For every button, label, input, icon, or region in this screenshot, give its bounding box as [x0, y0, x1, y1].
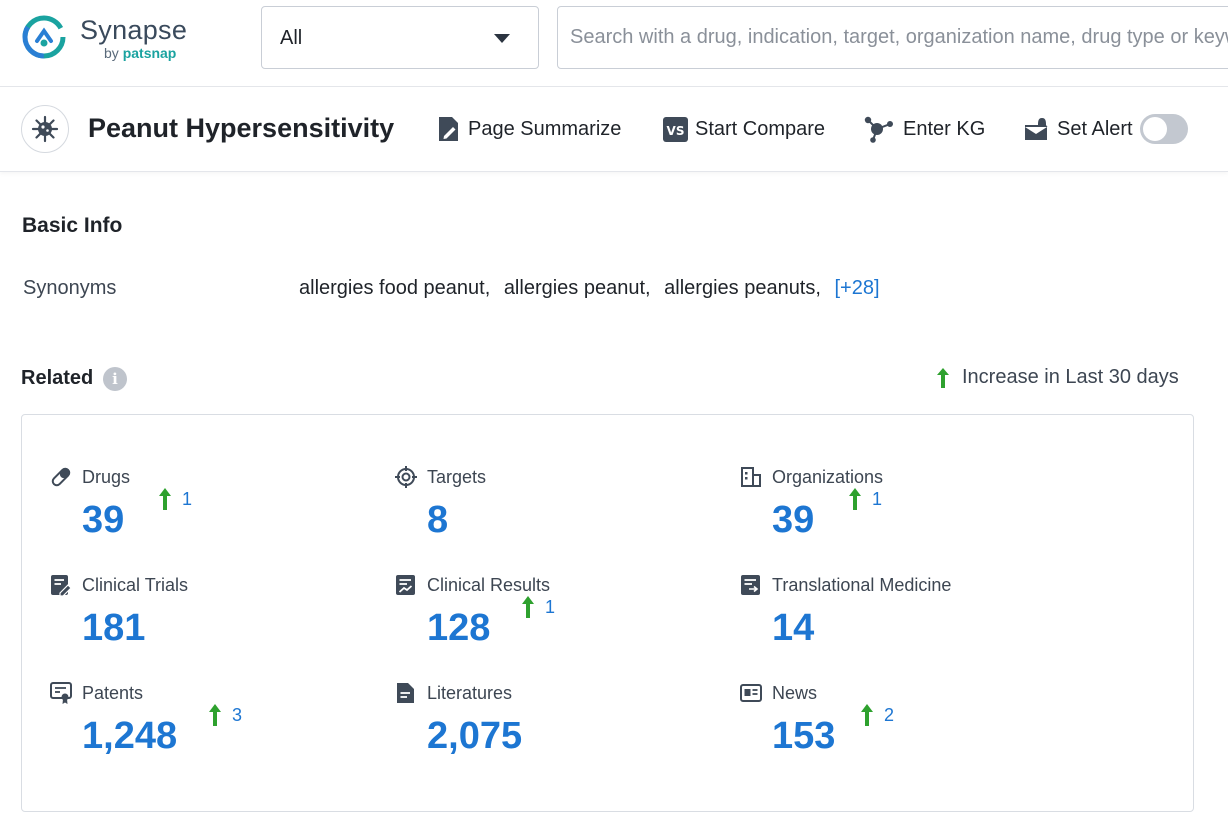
synonyms-label: Synonyms [23, 277, 116, 300]
stat-patents: Patents 1,248 3 [50, 681, 370, 771]
alert-mail-icon [1024, 117, 1050, 141]
compare-vs-icon: VS [663, 117, 688, 142]
arrow-up-icon [860, 703, 874, 727]
synapse-logo-icon [20, 13, 68, 61]
stat-increase-count: 1 [872, 489, 882, 510]
search-scope-value: All [280, 27, 302, 50]
stat-count[interactable]: 2,075 [427, 717, 522, 755]
logo-name: Synapse [80, 15, 187, 46]
increase-legend: Increase in Last 30 days [936, 366, 1179, 389]
synapse-logo[interactable]: Synapse by patsnap [20, 13, 190, 65]
stat-count[interactable]: 128 [427, 609, 490, 647]
stat-increase-count: 3 [232, 705, 242, 726]
stat-count[interactable]: 14 [772, 609, 814, 647]
set-alert-label: Set Alert [1057, 118, 1133, 141]
stat-news: News 153 2 [740, 681, 1060, 771]
stat-translational-medicine: Translational Medicine 14 [740, 573, 1060, 663]
enter-kg-label: Enter KG [903, 118, 985, 141]
stat-count[interactable]: 8 [427, 501, 448, 539]
set-alert-toggle[interactable] [1140, 114, 1188, 144]
caret-down-icon [494, 34, 510, 43]
arrow-up-icon [936, 367, 950, 389]
stat-label: Literatures [427, 683, 512, 704]
enter-kg-button[interactable]: Enter KG [864, 115, 985, 143]
stat-label: Targets [427, 467, 486, 488]
page-summarize-label: Page Summarize [468, 118, 621, 141]
clinical-results-icon [395, 574, 417, 596]
stat-count[interactable]: 181 [82, 609, 145, 647]
stat-increase: 1 [158, 487, 192, 511]
stat-targets: Targets 8 [395, 465, 715, 555]
stat-increase: 3 [208, 703, 242, 727]
stat-literatures: Literatures 2,075 [395, 681, 715, 771]
stat-organizations: Organizations 39 1 [740, 465, 1060, 555]
translational-medicine-icon [740, 574, 762, 596]
stat-label: Organizations [772, 467, 883, 488]
logo-by-text: by [104, 45, 119, 61]
stat-clinical-results: Clinical Results 128 1 [395, 573, 715, 663]
related-heading: Related [21, 367, 93, 390]
stat-drugs: Drugs 39 1 [50, 465, 370, 555]
search-box[interactable] [557, 6, 1228, 69]
stat-increase: 2 [860, 703, 894, 727]
synonym-item: allergies food peanut, [299, 277, 490, 299]
stat-label: Drugs [82, 467, 130, 488]
arrow-up-icon [848, 487, 862, 511]
start-compare-label: Start Compare [695, 118, 825, 141]
stat-count[interactable]: 153 [772, 717, 835, 755]
stat-label: Clinical Results [427, 575, 550, 596]
top-bar: Synapse by patsnap All [0, 0, 1228, 87]
toggle-knob [1143, 117, 1167, 141]
page-summarize-button[interactable]: Page Summarize [437, 115, 621, 143]
search-scope-select[interactable]: All [261, 6, 539, 69]
document-edit-icon [437, 116, 461, 142]
synonyms-more-link[interactable]: [+28] [835, 277, 880, 299]
stat-count[interactable]: 39 [82, 501, 124, 539]
increase-legend-text: Increase in Last 30 days [962, 366, 1179, 389]
stat-label: News [772, 683, 817, 704]
search-input[interactable] [558, 7, 1228, 68]
synonym-item: allergies peanuts, [664, 277, 821, 299]
basic-info-heading: Basic Info [22, 214, 122, 238]
stat-label: Clinical Trials [82, 575, 188, 596]
synonyms-list: allergies food peanut, allergies peanut,… [299, 277, 880, 300]
stat-increase-count: 2 [884, 705, 894, 726]
synonym-item: allergies peanut, [504, 277, 651, 299]
news-icon [740, 682, 762, 704]
svg-text:VS: VS [667, 124, 685, 138]
logo-brand: patsnap [123, 45, 177, 61]
document-icon [395, 682, 417, 704]
stat-count[interactable]: 39 [772, 501, 814, 539]
related-stats-card: Drugs 39 1 Targets 8 Organizatio [21, 414, 1194, 812]
building-icon [740, 466, 762, 488]
page-header: Peanut Hypersensitivity Page Summarize V… [0, 87, 1228, 172]
start-compare-button[interactable]: VS Start Compare [663, 115, 825, 143]
target-icon [395, 466, 417, 488]
stat-increase-count: 1 [182, 489, 192, 510]
stat-count[interactable]: 1,248 [82, 717, 177, 755]
pill-icon [50, 466, 72, 488]
stat-label: Patents [82, 683, 143, 704]
stat-increase: 1 [521, 595, 555, 619]
virus-icon [21, 105, 69, 153]
arrow-up-icon [208, 703, 222, 727]
stat-increase: 1 [848, 487, 882, 511]
clinical-trials-icon [50, 574, 72, 596]
stat-label: Translational Medicine [772, 575, 951, 596]
arrow-up-icon [521, 595, 535, 619]
page-title: Peanut Hypersensitivity [88, 113, 394, 144]
arrow-up-icon [158, 487, 172, 511]
stat-clinical-trials: Clinical Trials 181 [50, 573, 370, 663]
stat-increase-count: 1 [545, 597, 555, 618]
set-alert-button[interactable]: Set Alert [1024, 115, 1133, 143]
knowledge-graph-icon [864, 115, 894, 143]
info-icon[interactable]: i [103, 367, 127, 391]
patent-icon [50, 682, 72, 704]
logo-byline: by patsnap [104, 45, 176, 61]
